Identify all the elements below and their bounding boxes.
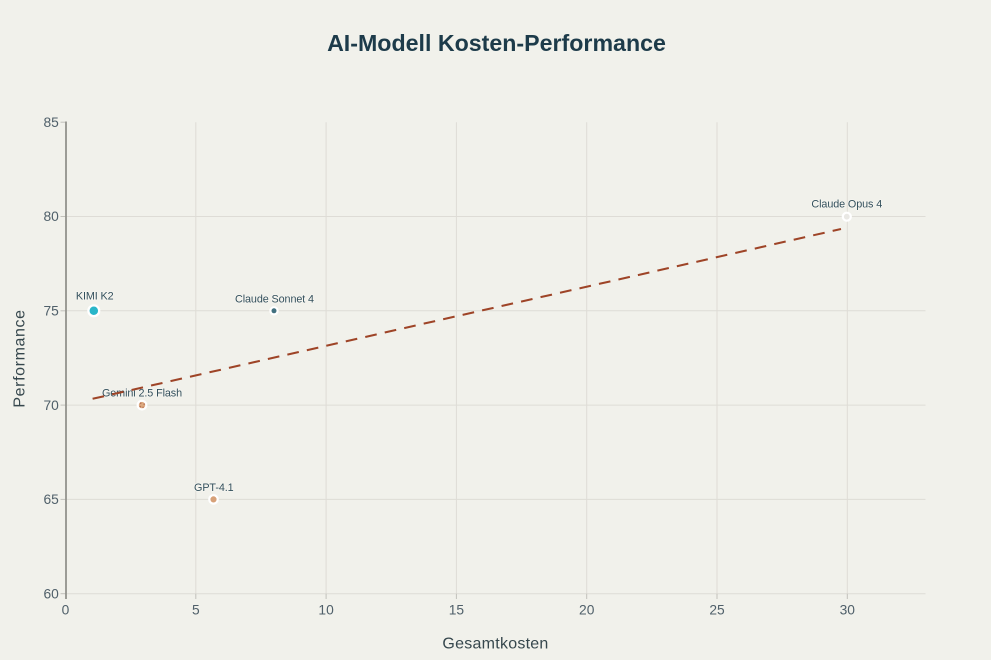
svg-text:75: 75: [43, 304, 59, 319]
svg-text:15: 15: [449, 603, 465, 618]
svg-text:5: 5: [192, 603, 200, 618]
svg-text:Performance: Performance: [11, 309, 28, 407]
svg-text:GPT-4.1: GPT-4.1: [194, 482, 234, 494]
svg-text:Gemini 2.5 Flash: Gemini 2.5 Flash: [102, 388, 182, 400]
svg-text:Claude Sonnet 4: Claude Sonnet 4: [235, 294, 314, 306]
svg-text:Claude Opus 4: Claude Opus 4: [811, 199, 882, 211]
svg-text:30: 30: [840, 603, 856, 618]
svg-text:85: 85: [43, 115, 59, 130]
svg-text:20: 20: [579, 603, 595, 618]
svg-text:0: 0: [62, 603, 70, 618]
svg-text:65: 65: [43, 492, 59, 507]
svg-text:AI-Modell Kosten-Performance: AI-Modell Kosten-Performance: [327, 30, 666, 56]
svg-text:25: 25: [709, 603, 725, 618]
svg-text:KIMI K2: KIMI K2: [76, 291, 114, 303]
svg-text:10: 10: [318, 603, 334, 618]
svg-text:70: 70: [43, 398, 59, 413]
svg-text:80: 80: [43, 209, 59, 224]
svg-text:Gesamtkosten: Gesamtkosten: [442, 636, 548, 653]
svg-text:60: 60: [43, 586, 59, 601]
